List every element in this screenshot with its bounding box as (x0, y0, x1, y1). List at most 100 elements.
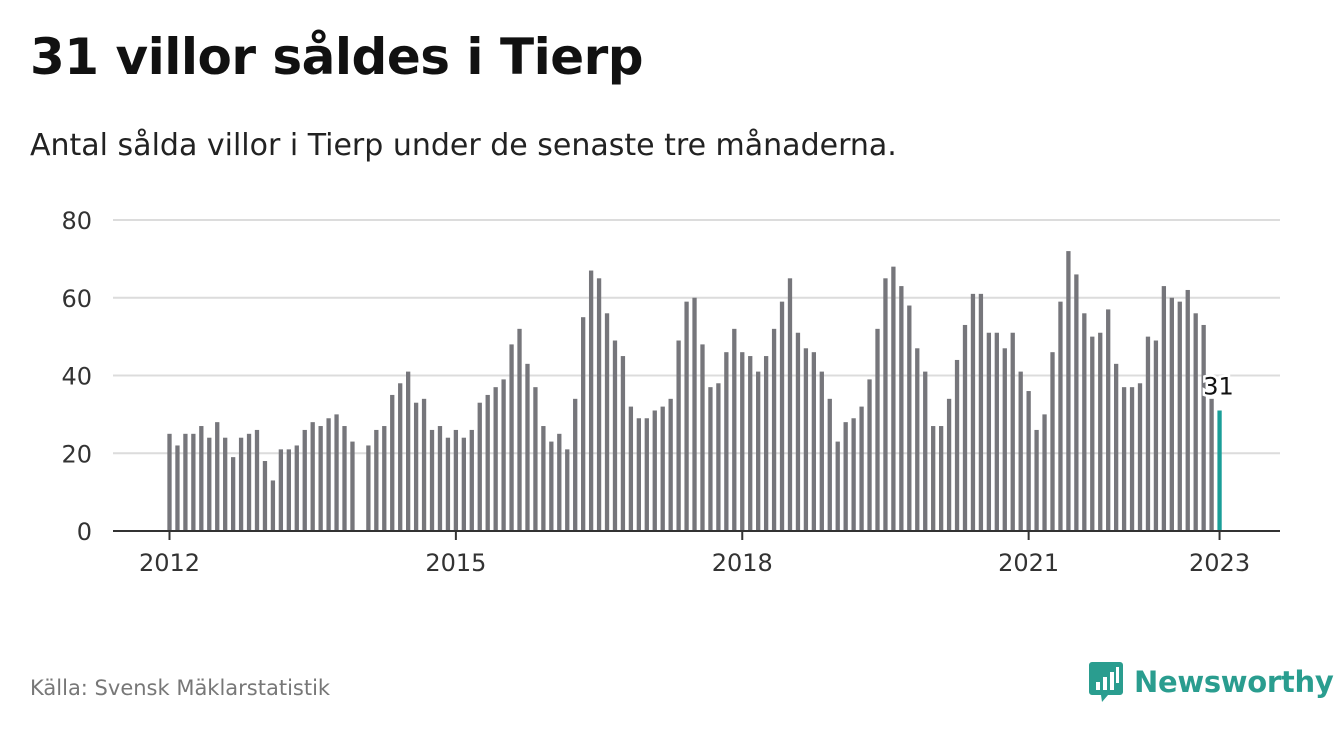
bar (692, 297, 697, 531)
chart-subtitle: Antal sålda villor i Tierp under de sena… (30, 128, 897, 163)
bar (875, 328, 880, 531)
bar (342, 426, 347, 531)
bar (748, 356, 753, 531)
bar (787, 278, 793, 531)
bar (1145, 336, 1151, 532)
bar (716, 383, 721, 531)
bar (763, 356, 769, 531)
bar (254, 429, 260, 531)
bar (262, 461, 268, 531)
bar (907, 305, 912, 531)
x-tick-label: 2018 (712, 549, 773, 577)
bar (270, 480, 276, 531)
bar (1153, 340, 1159, 531)
bar (493, 387, 498, 531)
bar (429, 429, 435, 531)
bar (1185, 289, 1190, 531)
bar (191, 433, 196, 531)
bar (795, 332, 801, 531)
bar (1026, 391, 1031, 531)
bar (1002, 348, 1007, 531)
bar (461, 437, 466, 531)
bar (1050, 352, 1055, 531)
bar (811, 352, 817, 531)
highlighted-bar (1217, 410, 1222, 531)
bar (1121, 387, 1127, 531)
bar (549, 441, 554, 531)
bar (230, 457, 236, 531)
bar (684, 301, 689, 531)
bar (525, 363, 530, 531)
bars-layer (167, 251, 1222, 532)
y-tick-label: 0 (77, 518, 92, 546)
bar (215, 422, 220, 531)
bar (883, 278, 888, 531)
bar (557, 433, 562, 531)
bar (771, 328, 777, 531)
bar (477, 402, 482, 531)
bar (1113, 363, 1119, 531)
bar (962, 324, 968, 531)
bar (700, 344, 705, 531)
bar (835, 441, 840, 531)
bar (915, 348, 920, 531)
brand-logo[interactable]: Newsworthy (1088, 660, 1334, 704)
bar (819, 371, 824, 531)
bar (207, 437, 212, 531)
brand-name: Newsworthy (1134, 665, 1334, 699)
bar (620, 356, 626, 531)
bar (596, 278, 602, 531)
bar (445, 437, 451, 531)
bar (1106, 309, 1111, 531)
bar (199, 426, 204, 531)
bar (644, 418, 649, 531)
bar (931, 426, 936, 531)
bar (843, 422, 848, 531)
y-tick-label: 20 (61, 440, 92, 468)
bar (978, 293, 984, 531)
bar (676, 340, 681, 531)
axis-layer: 0 20 40 60 80 2012 2015 2018 2021 2023 31 (61, 207, 1280, 577)
bar (851, 418, 856, 531)
bar-chart: 0 20 40 60 80 2012 2015 2018 2021 2023 31 (61, 207, 1280, 577)
bar (1090, 336, 1095, 532)
bar (1177, 301, 1182, 531)
bar (588, 270, 594, 531)
bar (986, 332, 992, 531)
bar (938, 426, 944, 531)
bar (756, 371, 761, 531)
y-tick-label: 40 (61, 363, 92, 391)
bar (437, 426, 443, 531)
bar (1042, 414, 1047, 532)
bar (1018, 371, 1023, 531)
bar (573, 398, 578, 531)
bar (533, 387, 538, 531)
bar (1066, 251, 1071, 531)
bar (294, 445, 299, 531)
bar (1137, 383, 1143, 531)
bar (469, 429, 474, 531)
bar (390, 394, 395, 531)
bar (954, 359, 960, 531)
bar (724, 352, 729, 531)
bar (406, 371, 411, 531)
y-tick-label: 80 (61, 207, 92, 235)
bar (1034, 429, 1039, 531)
bar (286, 449, 291, 531)
bar (732, 328, 737, 531)
bar (581, 317, 586, 531)
bar (350, 441, 355, 531)
bar (485, 394, 490, 531)
bar (970, 293, 976, 531)
bar (1209, 398, 1214, 531)
bar (923, 371, 928, 531)
bar (167, 433, 172, 531)
bar (1129, 387, 1135, 531)
bar (827, 398, 832, 531)
bar (246, 433, 252, 531)
x-tick-label: 2023 (1189, 549, 1250, 577)
bar (398, 383, 403, 531)
bar (779, 301, 785, 531)
source-note: Källa: Svensk Mäklarstatistik (30, 676, 331, 700)
bar (604, 313, 610, 531)
